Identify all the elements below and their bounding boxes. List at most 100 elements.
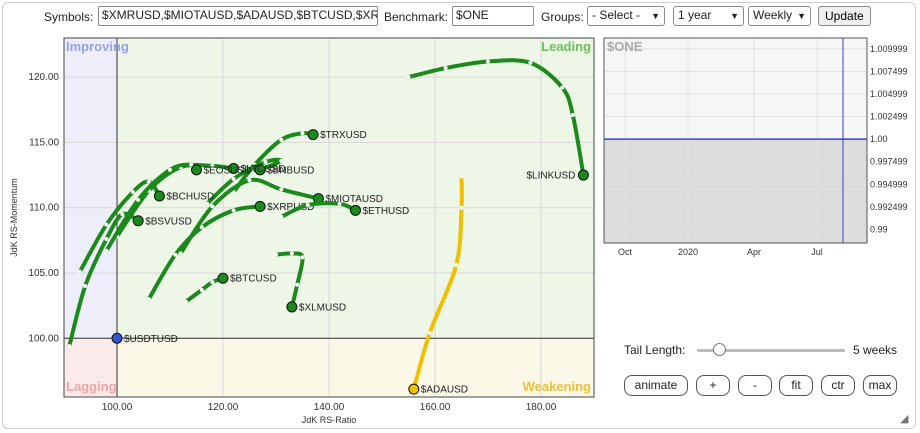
x-tick-label: 160.00	[420, 402, 451, 413]
series-btcusd: $BTCUSD	[183, 272, 277, 304]
tail-length-slider-track[interactable]	[697, 349, 845, 352]
series-tail-point	[406, 75, 411, 80]
series-tail-point	[199, 225, 204, 230]
chevron-down-icon: ▼	[797, 11, 806, 21]
series-tail-point	[189, 162, 194, 167]
center-button[interactable]: ctr	[821, 375, 855, 396]
series-label: $BSVUSD	[145, 216, 192, 227]
x-tick-label: 100.00	[102, 402, 133, 413]
benchmark-label: Benchmark:	[384, 10, 449, 24]
series-tail-point	[300, 255, 305, 260]
series-head-point	[286, 301, 298, 313]
series-tail-point	[173, 252, 178, 257]
series-tail-point	[168, 167, 172, 172]
series-tail-point	[279, 158, 284, 163]
series-tail-point	[305, 203, 310, 208]
series-tail-point	[289, 251, 294, 256]
series-label: $BNBUSD	[267, 165, 314, 176]
series-tail-point	[337, 201, 342, 206]
symbols-label: Symbols:	[44, 10, 94, 24]
series-tail-point	[263, 160, 268, 165]
series-tail-point	[231, 190, 236, 195]
series-tail-point	[104, 237, 109, 242]
period-select[interactable]: 1 year ▼	[673, 6, 744, 26]
groups-select[interactable]: - Select - ▼	[587, 6, 665, 26]
groups-select-value: - Select -	[592, 8, 641, 22]
series-adausd: $ADAUSD	[408, 174, 468, 396]
series-label: $BTCUSD	[230, 274, 277, 285]
series-tail-point	[443, 66, 448, 71]
series-tail-point	[146, 179, 151, 184]
series-tail-point	[486, 59, 490, 64]
series-head-point	[191, 164, 202, 176]
tail-length-value: 5 weeks	[853, 343, 898, 357]
series-tail-point	[528, 60, 533, 65]
series-usdtusd: $USDTUSD	[111, 332, 178, 345]
series-tail-point	[279, 187, 284, 192]
y-tick-label: 100.00	[28, 333, 59, 344]
series-trxusd: $TRXUSD	[231, 129, 367, 195]
zoom-out-button[interactable]: -	[738, 375, 772, 396]
interval-select[interactable]: Weekly ▼	[748, 6, 811, 26]
series-tail-point	[210, 163, 215, 168]
series-tail-point	[231, 176, 236, 181]
series-label: $XLMUSD	[299, 302, 346, 313]
series-head-point	[217, 272, 229, 284]
series-head-point	[307, 129, 319, 141]
series-ethusd: $ETHUSD	[279, 201, 410, 219]
series-head-point	[577, 169, 589, 181]
tail-length-label: Tail Length:	[624, 343, 686, 357]
series-tail-point	[146, 297, 151, 302]
series-label: $ETHUSD	[363, 206, 410, 217]
series-xlmusd: $XLMUSD	[274, 251, 346, 313]
series-bchusd: $BCHUSD	[77, 179, 214, 274]
series-label: $TRXUSD	[320, 130, 367, 141]
series-head-point	[111, 332, 123, 344]
series-tail-point	[183, 299, 188, 304]
max-button[interactable]: max	[863, 375, 897, 396]
quadrant-label-weakening: Weakening	[523, 379, 591, 394]
symbols-input[interactable]: $XMRUSD,$MIOTAUSD,$ADAUSD,$BTCUSD,$XRPUS…	[98, 6, 378, 26]
series-head-point	[228, 163, 240, 175]
benchmark-input[interactable]: $ONE	[452, 6, 534, 26]
series-tail-point	[77, 269, 82, 274]
tail-length-slider-handle[interactable]	[713, 343, 726, 356]
series-tail-point	[231, 208, 236, 213]
series-tail-line	[279, 201, 358, 219]
period-select-value: 1 year	[678, 8, 712, 22]
x-tick-label: 140.00	[314, 402, 345, 413]
x-tick-label: 180.00	[526, 402, 557, 413]
series-label: $LINKUSD	[526, 171, 575, 182]
zoom-in-button[interactable]: +	[696, 375, 730, 396]
series-tail-point	[67, 344, 72, 349]
series-head-point	[132, 215, 144, 227]
series-label: $XRPUSD	[267, 202, 314, 213]
y-tick-label: 110.00	[29, 203, 59, 214]
x-axis-label: JdK RS-Ratio	[302, 415, 357, 425]
series-miotausd: $MIOTAUSD	[178, 177, 383, 256]
interval-select-value: Weekly	[753, 8, 793, 22]
series-head-point	[408, 383, 420, 395]
update-button[interactable]: Update	[818, 6, 871, 26]
series-bnbusd: $BNBUSD	[205, 157, 314, 206]
resize-handle-icon[interactable]: ◢	[900, 413, 909, 425]
animate-button[interactable]: animate	[624, 375, 688, 396]
series-label: $EOSUSD	[204, 165, 252, 176]
plot-border	[63, 37, 595, 398]
series-tail-point	[178, 251, 183, 256]
series-tail-point	[210, 204, 215, 209]
series-label: $LTCUSD	[241, 164, 286, 175]
quadrant-improving	[64, 38, 117, 339]
series-tail-point	[459, 174, 464, 179]
series-head-point	[254, 200, 266, 212]
series-tail-point	[104, 248, 109, 253]
fit-button[interactable]: fit	[779, 375, 813, 396]
series-label: $BCHUSD	[166, 191, 214, 202]
series-tail-point	[570, 113, 575, 118]
y-tick-label: 105.00	[28, 268, 59, 279]
series-tail-point	[247, 178, 252, 183]
series-tail-point	[120, 212, 125, 217]
series-head-point	[350, 204, 361, 216]
x-tick-label: 120.00	[208, 402, 239, 413]
